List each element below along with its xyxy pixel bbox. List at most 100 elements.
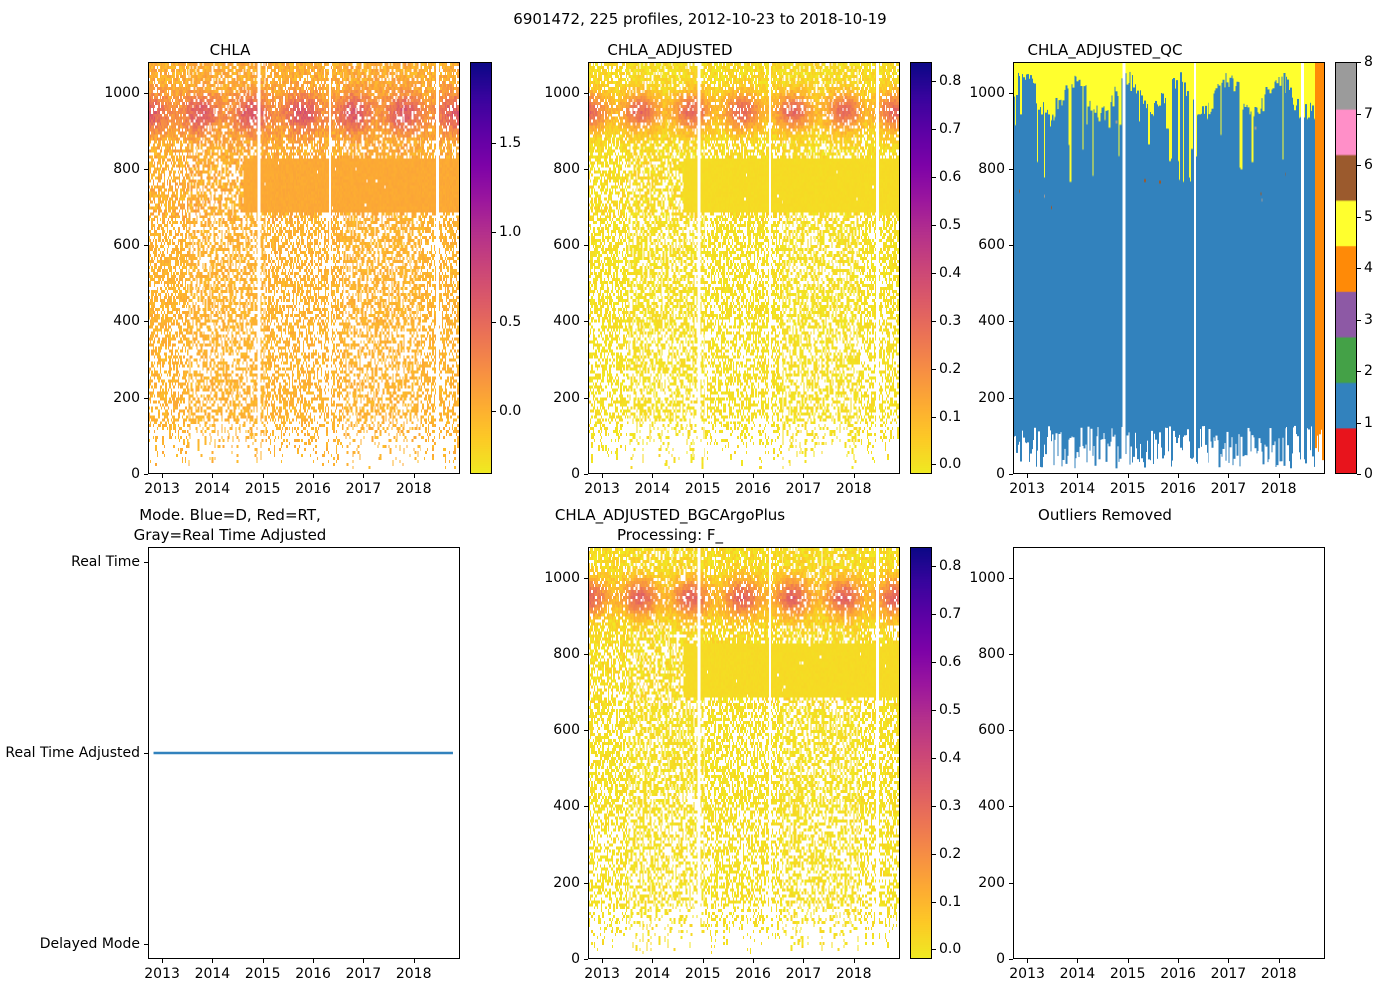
ytick-mark-chla-adjusted-qc-0 [1009,474,1013,476]
colorbar-label-chla-adjusted-4: 0.4 [939,264,962,281]
ytick-label-chla-4: 800 [113,160,140,177]
panel-chla-adjusted-bgcargoplus: CHLA_ADJUSTED_BGCArgoPlus Processing: F_ [440,505,932,985]
xtick-mark-chla-adjusted-bgcargoplus-4 [803,959,805,963]
panel-mode: Mode. Blue=D, Red=RT, Gray=Real Time Adj… [0,505,470,985]
xtick-label-mode-3: 2016 [295,966,331,982]
colorbar-tick-chla-adjusted-qc-8 [1357,62,1361,64]
xtick-mark-outliers-removed-4 [1228,959,1230,963]
colorbar-label-chla-adjusted-5: 0.5 [939,216,962,233]
colorbar-label-chla-adjusted-bgcargoplus-3: 0.3 [939,797,962,814]
figure-suptitle: 6901472, 225 profiles, 2012-10-23 to 201… [513,10,887,28]
axes-mode [148,547,460,959]
xtick-mark-chla-0 [162,474,164,478]
ytick-label-chla-adjusted-5: 1000 [544,84,580,101]
xtick-label-chla-adjusted-qc-3: 2016 [1160,481,1196,497]
xtick-label-outliers-removed-5: 2018 [1260,966,1297,982]
xtick-label-chla-adjusted-qc-1: 2014 [1059,481,1096,497]
ytick-mark-chla-adjusted-0 [584,474,588,476]
ytick-mark-mode-1 [144,753,148,755]
xtick-mark-chla-2 [262,474,264,478]
colorbar-label-chla-adjusted-bgcargoplus-2: 0.2 [939,845,962,862]
ytick-label-chla-adjusted-qc-2: 400 [978,313,1005,330]
colorbar-tick-chla-adjusted-qc-1 [1357,422,1361,424]
ytick-label-chla-adjusted-qc-0: 0 [996,466,1005,482]
ytick-mark-chla-adjusted-bgcargoplus-3 [584,730,588,732]
colorbar-label-chla-adjusted-qc-0: 0 [1364,466,1373,482]
colorbar-chla-adjusted-bgcargoplus [910,547,932,959]
colorbar-tick-chla-3 [492,142,496,144]
ytick-mark-chla-adjusted-bgcargoplus-1 [584,882,588,884]
xtick-label-chla-adjusted-1: 2014 [634,481,671,497]
xtick-mark-mode-1 [212,959,214,963]
colorbar-tick-chla-adjusted-2 [932,368,936,370]
ytick-mark-outliers-removed-3 [1009,730,1013,732]
colorbar-tick-chla-adjusted-bgcargoplus-4 [932,757,936,759]
ytick-label-chla-adjusted-4: 800 [553,160,580,177]
xtick-mark-mode-3 [313,959,315,963]
panel-chla-adjusted-qc: CHLA_ADJUSTED_QC [880,40,1400,500]
ytick-label-outliers-removed-2: 400 [978,798,1005,815]
colorbar-tick-chla-adjusted-bgcargoplus-8 [932,566,936,568]
ytick-label-chla-adjusted-bgcargoplus-5: 1000 [544,569,580,586]
colorbar-tick-chla-adjusted-bgcargoplus-7 [932,614,936,616]
ytick-mark-chla-adjusted-qc-4 [1009,168,1013,170]
xtick-mark-outliers-removed-5 [1278,959,1280,963]
panel-chla-title: CHLA [209,41,251,59]
colorbar-label-chla-adjusted-qc-6: 6 [1364,157,1373,173]
ytick-mark-outliers-removed-1 [1009,882,1013,884]
xtick-mark-chla-adjusted-qc-0 [1027,474,1029,478]
ytick-label-chla-adjusted-bgcargoplus-3: 600 [553,722,580,739]
xtick-mark-outliers-removed-1 [1077,959,1079,963]
ytick-label-chla-adjusted-bgcargoplus-2: 400 [553,798,580,815]
axes-chla-adjusted-bgcargoplus [588,547,900,959]
colorbar-tick-chla-adjusted-bgcargoplus-0 [932,949,936,951]
axes-chla-adjusted-qc [1013,62,1325,474]
ytick-label-mode-0: Delayed Mode [39,935,140,952]
xtick-label-chla-adjusted-bgcargoplus-5: 2018 [835,966,872,982]
ytick-mark-outliers-removed-2 [1009,806,1013,808]
xtick-label-chla-adjusted-3: 2016 [735,481,771,497]
xtick-mark-chla-adjusted-3 [753,474,755,478]
colorbar-tick-chla-adjusted-bgcargoplus-5 [932,709,936,711]
panel-outliers-removed: Outliers Removed [880,505,1400,985]
xtick-label-chla-4: 2017 [345,481,382,497]
colorbar-label-chla-adjusted-2: 0.2 [939,360,962,377]
ytick-label-chla-adjusted-qc-5: 1000 [969,84,1005,101]
colorbar-tick-chla-adjusted-bgcargoplus-1 [932,901,936,903]
xtick-label-outliers-removed-0: 2013 [1009,966,1045,982]
ytick-mark-mode-2 [144,562,148,564]
xtick-mark-mode-4 [363,959,365,963]
xtick-label-chla-adjusted-qc-5: 2018 [1260,481,1297,497]
colorbar-label-chla-adjusted-bgcargoplus-1: 0.1 [939,893,962,910]
ytick-label-mode-2: Real Time [71,554,140,571]
ytick-label-chla-0: 0 [131,466,140,482]
colorbar-tick-chla-adjusted-6 [932,177,936,179]
colorbar-chla-adjusted-qc [1335,62,1357,474]
xtick-label-chla-2: 2015 [244,481,281,497]
colorbar-label-chla-adjusted-bgcargoplus-6: 0.6 [939,654,962,670]
xtick-label-chla-1: 2014 [194,481,231,497]
xtick-mark-chla-adjusted-bgcargoplus-5 [853,959,855,963]
colorbar-label-chla-adjusted-qc-2: 2 [1364,363,1373,379]
panel-chla-adjusted-bgcargoplus-title: CHLA_ADJUSTED_BGCArgoPlus Processing: F_ [554,506,786,544]
colorbar-label-chla-adjusted-bgcargoplus-0: 0.0 [939,941,962,958]
colorbar-tick-chla-adjusted-bgcargoplus-2 [932,853,936,855]
ytick-label-chla-adjusted-bgcargoplus-4: 800 [553,645,580,662]
ytick-label-chla-adjusted-qc-1: 200 [978,389,1005,406]
ytick-label-outliers-removed-0: 0 [996,951,1005,967]
xtick-label-chla-adjusted-2: 2015 [684,481,721,497]
colorbar-tick-chla-adjusted-qc-4 [1357,268,1361,270]
xtick-mark-outliers-removed-2 [1127,959,1129,963]
colorbar-label-chla-adjusted-bgcargoplus-4: 0.4 [939,749,962,766]
colorbar-label-chla-adjusted-8: 0.8 [939,73,962,90]
ytick-mark-chla-2 [144,321,148,323]
xtick-label-chla-adjusted-5: 2018 [835,481,872,497]
panel-chla: CHLA [0,40,492,500]
ytick-label-chla-adjusted-0: 0 [571,466,580,482]
axes-outliers-removed [1013,547,1325,959]
ytick-mark-mode-0 [144,943,148,945]
ytick-mark-outliers-removed-5 [1009,577,1013,579]
colorbar-label-chla-adjusted-qc-1: 1 [1364,414,1373,431]
xtick-label-mode-5: 2018 [395,966,432,982]
